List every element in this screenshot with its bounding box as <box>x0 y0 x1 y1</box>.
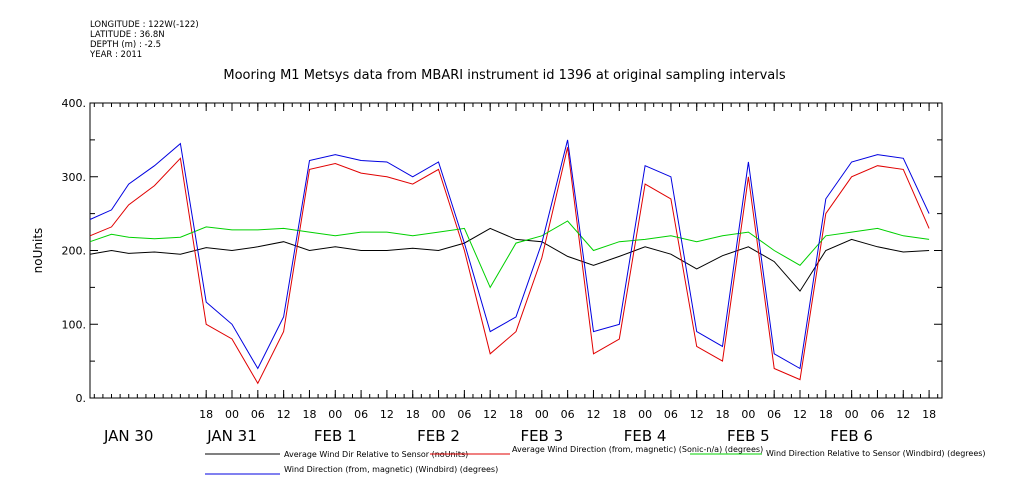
x-tick-label: 18 <box>302 408 316 421</box>
legend-label-4: Wind Direction (from, magnetic) (Windbir… <box>284 465 498 474</box>
y-axis-label: noUnits <box>31 228 45 274</box>
x-tick-label: 00 <box>845 408 859 421</box>
chart-title: Mooring M1 Metsys data from MBARI instru… <box>223 68 786 83</box>
x-tick-label: 00 <box>328 408 342 421</box>
x-day-label: FEB 4 <box>624 427 667 445</box>
legend-label-2: Average Wind Direction (from, magnetic) … <box>512 445 763 454</box>
x-day-label: FEB 3 <box>520 427 563 445</box>
legend-label-3: Wind Direction Relative to Sensor (Windb… <box>766 449 986 458</box>
series-line-3 <box>89 220 930 289</box>
x-day-label: FEB 6 <box>830 427 873 445</box>
x-day-label: FEB 2 <box>417 427 460 445</box>
x-tick-label: 06 <box>354 408 368 421</box>
x-tick-label: 18 <box>509 408 523 421</box>
x-tick-label: 00 <box>638 408 652 421</box>
x-tick-label: 12 <box>380 408 394 421</box>
y-tick-label: 400. <box>62 97 87 110</box>
latitude-text: LATITUDE : 36.8N <box>90 30 165 40</box>
x-day-label: FEB 1 <box>314 427 357 445</box>
series-line-4 <box>89 139 930 370</box>
x-tick-label: 12 <box>586 408 600 421</box>
x-tick-label: 18 <box>716 408 730 421</box>
x-tick-label: 06 <box>457 408 471 421</box>
y-tick-label: 0. <box>76 392 87 405</box>
x-tick-label: 00 <box>535 408 549 421</box>
x-tick-label: 12 <box>277 408 291 421</box>
series-line-1 <box>89 227 930 292</box>
series-line-2 <box>89 147 930 385</box>
x-tick-label: 06 <box>251 408 265 421</box>
x-tick-label: 12 <box>483 408 497 421</box>
legend-label-1: Average Wind Dir Relative to Sensor (noU… <box>284 450 468 459</box>
x-tick-label: 18 <box>819 408 833 421</box>
x-day-label: JAN 31 <box>206 427 257 445</box>
plot-frame <box>89 102 943 399</box>
x-tick-label: 06 <box>767 408 781 421</box>
year-text: YEAR : 2011 <box>90 50 143 60</box>
y-tick-label: 300. <box>62 171 87 184</box>
x-tick-label: 18 <box>922 408 936 421</box>
metadata-block: LONGITUDE : 122W(-122) LATITUDE : 36.8N … <box>90 20 199 60</box>
x-day-label: JAN 30 <box>103 427 154 445</box>
longitude-text: LONGITUDE : 122W(-122) <box>90 20 199 30</box>
x-day-label: FEB 5 <box>727 427 770 445</box>
x-tick-label: 06 <box>664 408 678 421</box>
depth-text: DEPTH (m) : -2.5 <box>90 40 162 50</box>
y-tick-label: 200. <box>62 245 87 258</box>
x-tick-label: 12 <box>896 408 910 421</box>
x-tick-label: 06 <box>561 408 575 421</box>
x-tick-label: 00 <box>225 408 239 421</box>
x-tick-label: 06 <box>870 408 884 421</box>
x-tick-label: 18 <box>406 408 420 421</box>
x-tick-label: 18 <box>612 408 626 421</box>
x-tick-label: 12 <box>793 408 807 421</box>
x-tick-label: 12 <box>690 408 704 421</box>
y-tick-label: 100. <box>62 318 87 331</box>
x-tick-label: 00 <box>432 408 446 421</box>
x-tick-label: 00 <box>741 408 755 421</box>
x-tick-label: 18 <box>199 408 213 421</box>
